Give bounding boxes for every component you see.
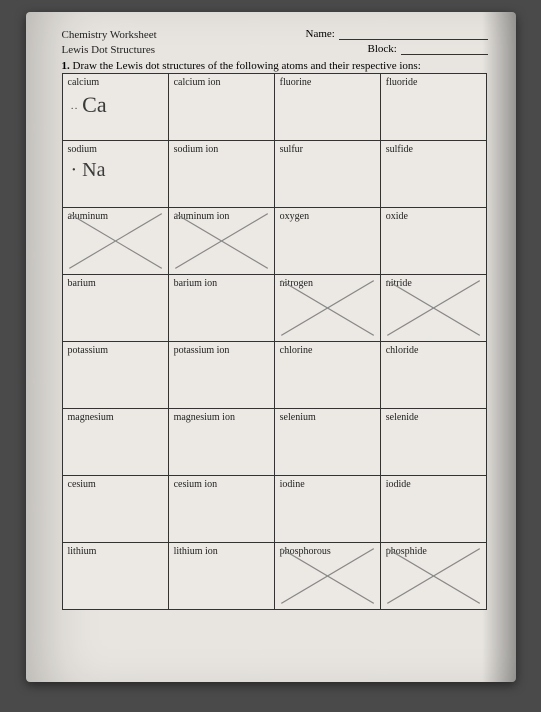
cell-label: calcium ion (174, 77, 221, 88)
cell-phosphorous: phosphorous (274, 542, 380, 609)
worksheet-page: Chemistry Worksheet Lewis Dot Structures… (26, 12, 516, 682)
cell-calcium: calcium · · Ca (62, 73, 168, 140)
cell-barium-ion: barium ion (168, 274, 274, 341)
cell-potassium: potassium (62, 341, 168, 408)
cell-cesium-ion: cesium ion (168, 475, 274, 542)
cell-aluminum: aluminum (62, 207, 168, 274)
cell-label: oxygen (280, 211, 309, 222)
x-mark (381, 275, 486, 341)
cell-aluminum-ion: aluminum ion (168, 207, 274, 274)
cell-label: potassium (68, 345, 109, 356)
cell-magnesium: magnesium (62, 408, 168, 475)
cell-label: lithium (68, 546, 97, 557)
worksheet-table: calcium · · Ca calcium ion fluorine fluoride… (62, 73, 487, 610)
table-row: aluminumaluminum ion oxygen oxide (62, 207, 486, 274)
cell-label: sulfur (280, 144, 303, 155)
cell-label: potassium ion (174, 345, 230, 356)
table-row: potassium potassium ion chlorine chloride (62, 341, 486, 408)
cell-oxygen: oxygen (274, 207, 380, 274)
cell-sodium-ion: sodium ion (168, 140, 274, 207)
table-row: calcium · · Ca calcium ion fluorine fluoride (62, 73, 486, 140)
handwritten-ca: · · Ca (71, 92, 107, 118)
table-row: lithium lithium ion phosphorousphosphide (62, 542, 486, 609)
name-blank-line (339, 30, 488, 40)
cell-chloride: chloride (380, 341, 486, 408)
cell-potassium-ion: potassium ion (168, 341, 274, 408)
cell-label: fluoride (386, 77, 418, 88)
cell-nitrogen: nitrogen (274, 274, 380, 341)
x-mark (275, 275, 380, 341)
cell-oxide: oxide (380, 207, 486, 274)
instruction-text: Draw the Lewis dot structures of the fol… (73, 60, 421, 72)
cell-cesium: cesium (62, 475, 168, 542)
cell-label: chloride (386, 345, 419, 356)
cell-sulfide: sulfide (380, 140, 486, 207)
table-row: magnesium magnesium ion selenium selenide (62, 408, 486, 475)
cell-label: iodine (280, 479, 305, 490)
handwritten-na: · Na (71, 159, 106, 182)
table-row: sodium · Na sodium ion sulfur sulfide (62, 140, 486, 207)
instruction: 1. Draw the Lewis dot structures of the … (62, 60, 496, 72)
block-label: Block: (368, 43, 397, 55)
name-block: Name: Block: (306, 28, 488, 55)
cell-label: calcium (68, 77, 100, 88)
cell-label: selenium (280, 412, 316, 423)
cell-selenium: selenium (274, 408, 380, 475)
cell-iodine: iodine (274, 475, 380, 542)
x-mark (381, 543, 486, 609)
cell-label: sodium ion (174, 144, 219, 155)
name-label: Name: (306, 28, 335, 40)
cell-label: magnesium (68, 412, 114, 423)
cell-label: barium (68, 278, 96, 289)
cell-label: oxide (386, 211, 408, 222)
cell-label: sulfide (386, 144, 413, 155)
cell-lithium-ion: lithium ion (168, 542, 274, 609)
cell-label: sodium (68, 144, 97, 155)
instruction-number: 1. (62, 60, 70, 72)
cell-calcium-ion: calcium ion (168, 73, 274, 140)
block-blank-line (401, 45, 488, 55)
table-row: cesium cesium ion iodine iodide (62, 475, 486, 542)
cell-label: magnesium ion (174, 412, 235, 423)
cell-magnesium-ion: magnesium ion (168, 408, 274, 475)
cell-chlorine: chlorine (274, 341, 380, 408)
x-mark (169, 208, 274, 274)
cell-label: cesium ion (174, 479, 218, 490)
cell-fluorine: fluorine (274, 73, 380, 140)
cell-iodide: iodide (380, 475, 486, 542)
cell-label: iodide (386, 479, 411, 490)
cell-phosphide: phosphide (380, 542, 486, 609)
x-mark (275, 543, 380, 609)
cell-lithium: lithium (62, 542, 168, 609)
cell-label: lithium ion (174, 546, 218, 557)
table-row: barium barium ion nitrogennitride (62, 274, 486, 341)
cell-sulfur: sulfur (274, 140, 380, 207)
cell-nitride: nitride (380, 274, 486, 341)
cell-sodium: sodium · Na (62, 140, 168, 207)
cell-label: barium ion (174, 278, 218, 289)
cell-label: cesium (68, 479, 96, 490)
cell-barium: barium (62, 274, 168, 341)
cell-label: fluorine (280, 77, 312, 88)
cell-label: selenide (386, 412, 419, 423)
cell-fluoride: fluoride (380, 73, 486, 140)
cell-label: chlorine (280, 345, 313, 356)
cell-selenide: selenide (380, 408, 486, 475)
x-mark (63, 208, 168, 274)
